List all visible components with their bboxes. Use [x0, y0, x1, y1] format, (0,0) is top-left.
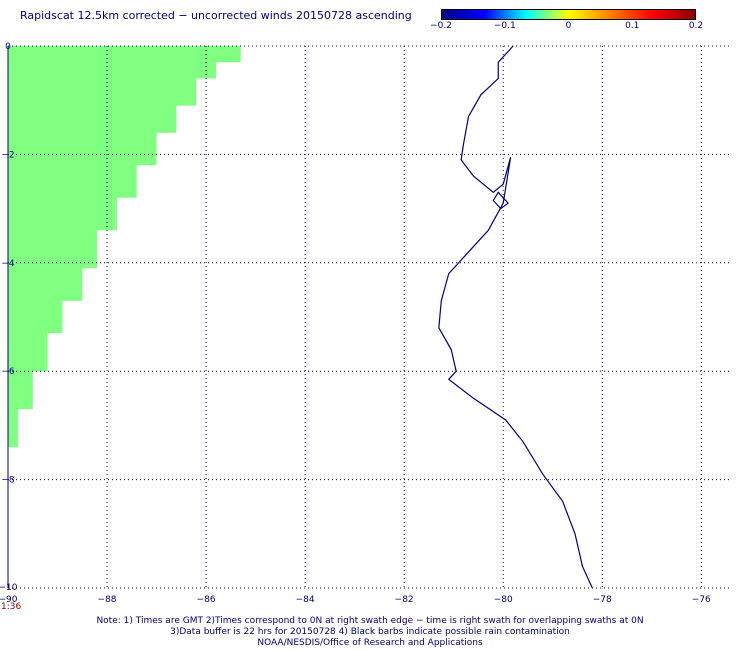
colorbar-tick-label: −0.1 — [493, 21, 516, 31]
island-outline — [492, 191, 510, 210]
coastline — [438, 46, 593, 588]
time-label: 1:36 — [1, 602, 22, 612]
y-tick-label: −2 — [1, 150, 14, 160]
y-tick-label: −8 — [1, 476, 15, 486]
note-line-3: NOAA/NESDIS/Office of Research and Appli… — [257, 638, 483, 648]
colorbar — [441, 9, 696, 20]
colorbar-tick-label: 0.2 — [688, 21, 704, 31]
swath-polygon — [8, 46, 276, 469]
x-tick-label: −82 — [395, 595, 414, 605]
coastline-layer — [0, 46, 593, 588]
y-tick-label: −4 — [1, 259, 15, 269]
x-tick-label: −78 — [593, 595, 612, 605]
x-tick-label: −80 — [494, 595, 513, 605]
colorbar-tick-label: 0.1 — [625, 21, 640, 31]
x-tick-label: −90 — [0, 595, 18, 605]
swath-gap — [222, 188, 230, 196]
y-tick-label: 0 — [5, 42, 11, 52]
map-title: Rapidscat 12.5km corrected − uncorrected… — [20, 9, 412, 22]
x-tick-label: −84 — [296, 595, 315, 605]
x-tick-label: −88 — [98, 595, 117, 605]
colorbar-tick-label: 0 — [565, 21, 572, 31]
island-outline — [0, 73, 3, 100]
x-tick-label: −76 — [692, 595, 711, 605]
swath-layer — [8, 46, 276, 469]
x-tick-label: −86 — [197, 595, 216, 605]
y-tick-label: −6 — [1, 367, 15, 377]
note-line-2: 3)Data buffer is 22 hrs for 20150728 4) … — [170, 627, 570, 637]
y-tick-label: −10 — [0, 583, 18, 593]
axis-layer: −90 −88 −86 −84 −82 −80 −78 −76 0 −2 −4 −6 −8 −10 — [0, 42, 711, 605]
colorbar-tick-label: −0.2 — [430, 21, 452, 31]
grid-layer — [7, 45, 731, 589]
note-line-1: Note: 1) Times are GMT 2)Times correspon… — [96, 616, 644, 626]
